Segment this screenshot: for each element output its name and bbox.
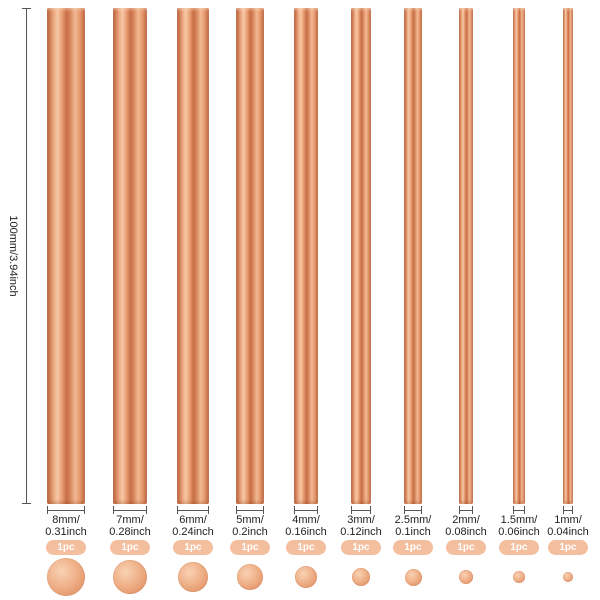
diameter-dimension-line [47,506,85,514]
rod-size-label: 4mm/0.16inch [276,514,336,538]
rod-size-mm: 6mm/ [179,514,207,526]
quantity-badge: 1pc [286,540,326,555]
copper-rod [404,8,422,504]
rod-end-cross-section [178,562,208,592]
rod-size-inch: 0.28inch [109,526,151,538]
rod-size-inch: 0.31inch [45,526,87,538]
rod-size-label: 5mm/0.2inch [220,514,280,538]
rod-size-mm: 2mm/ [452,514,480,526]
quantity-badge: 1pc [548,540,588,555]
copper-rod [513,8,525,504]
rod-size-mm: 7mm/ [116,514,144,526]
copper-rod [459,8,473,504]
rod-size-inch: 0.12inch [340,526,382,538]
rod-size-label: 1.5mm/0.06inch [489,514,549,538]
rod-end-cross-section [459,570,473,584]
length-dimension-tick-bottom [22,503,31,504]
diameter-dimension-line [459,506,473,514]
rod-size-inch: 0.24inch [172,526,214,538]
rod-size-mm: 1mm/ [554,514,582,526]
quantity-badge: 1pc [446,540,486,555]
quantity-badge: 1pc [499,540,539,555]
rod-size-label: 3mm/0.12inch [331,514,391,538]
copper-rod [351,8,371,504]
rod-size-mm: 3mm/ [347,514,375,526]
rod-size-mm: 4mm/ [292,514,320,526]
rod-size-mm: 1.5mm/ [500,514,538,526]
rod-size-label: 7mm/0.28inch [100,514,160,538]
copper-rod [236,8,264,504]
copper-rod [113,8,147,504]
quantity-badge: 1pc [230,540,270,555]
rod-end-cross-section [404,568,422,586]
quantity-badge: 1pc [341,540,381,555]
diameter-dimension-line [513,506,525,514]
rod-size-inch: 0.2inch [232,526,268,538]
length-dimension-line [26,8,27,504]
rod-size-label: 8mm/0.31inch [36,514,96,538]
rod-size-inch: 0.04inch [547,526,589,538]
diameter-dimension-line [563,506,573,514]
length-dimension-tick-top [22,8,31,9]
quantity-badge: 1pc [173,540,213,555]
copper-rod [177,8,209,504]
rod-size-label: 2mm/0.08inch [436,514,496,538]
rod-size-inch: 0.06inch [498,526,540,538]
copper-rod [563,8,573,504]
diameter-dimension-line [177,506,209,514]
rod-end-cross-section [563,572,573,582]
diameter-dimension-line [294,506,318,514]
rod-end-cross-section [237,564,263,590]
quantity-badge: 1pc [110,540,150,555]
rod-size-label: 6mm/0.24inch [163,514,223,538]
rod-end-cross-section [47,558,85,596]
rod-size-mm: 2.5mm/ [394,514,432,526]
diameter-dimension-line [236,506,264,514]
rod-size-inch: 0.1inch [395,526,431,538]
diameter-dimension-line [404,506,422,514]
copper-rod [47,8,85,504]
rod-end-cross-section [295,566,317,588]
diameter-dimension-line [113,506,147,514]
copper-rod [294,8,318,504]
diameter-dimension-line [351,506,371,514]
rod-size-label: 1mm/0.04inch [538,514,598,538]
length-label: 100mm/3.94inch [7,215,19,297]
rod-size-inch: 0.08inch [445,526,487,538]
rod-size-label: 2.5mm/0.1inch [383,514,443,538]
rod-size-mm: 5mm/ [236,514,264,526]
rod-end-cross-section [513,571,525,583]
rod-end-cross-section [113,560,147,594]
rod-size-mm: 8mm/ [52,514,80,526]
quantity-badge: 1pc [393,540,433,555]
quantity-badge: 1pc [46,540,86,555]
rod-size-inch: 0.16inch [285,526,327,538]
rod-end-cross-section [352,568,370,586]
